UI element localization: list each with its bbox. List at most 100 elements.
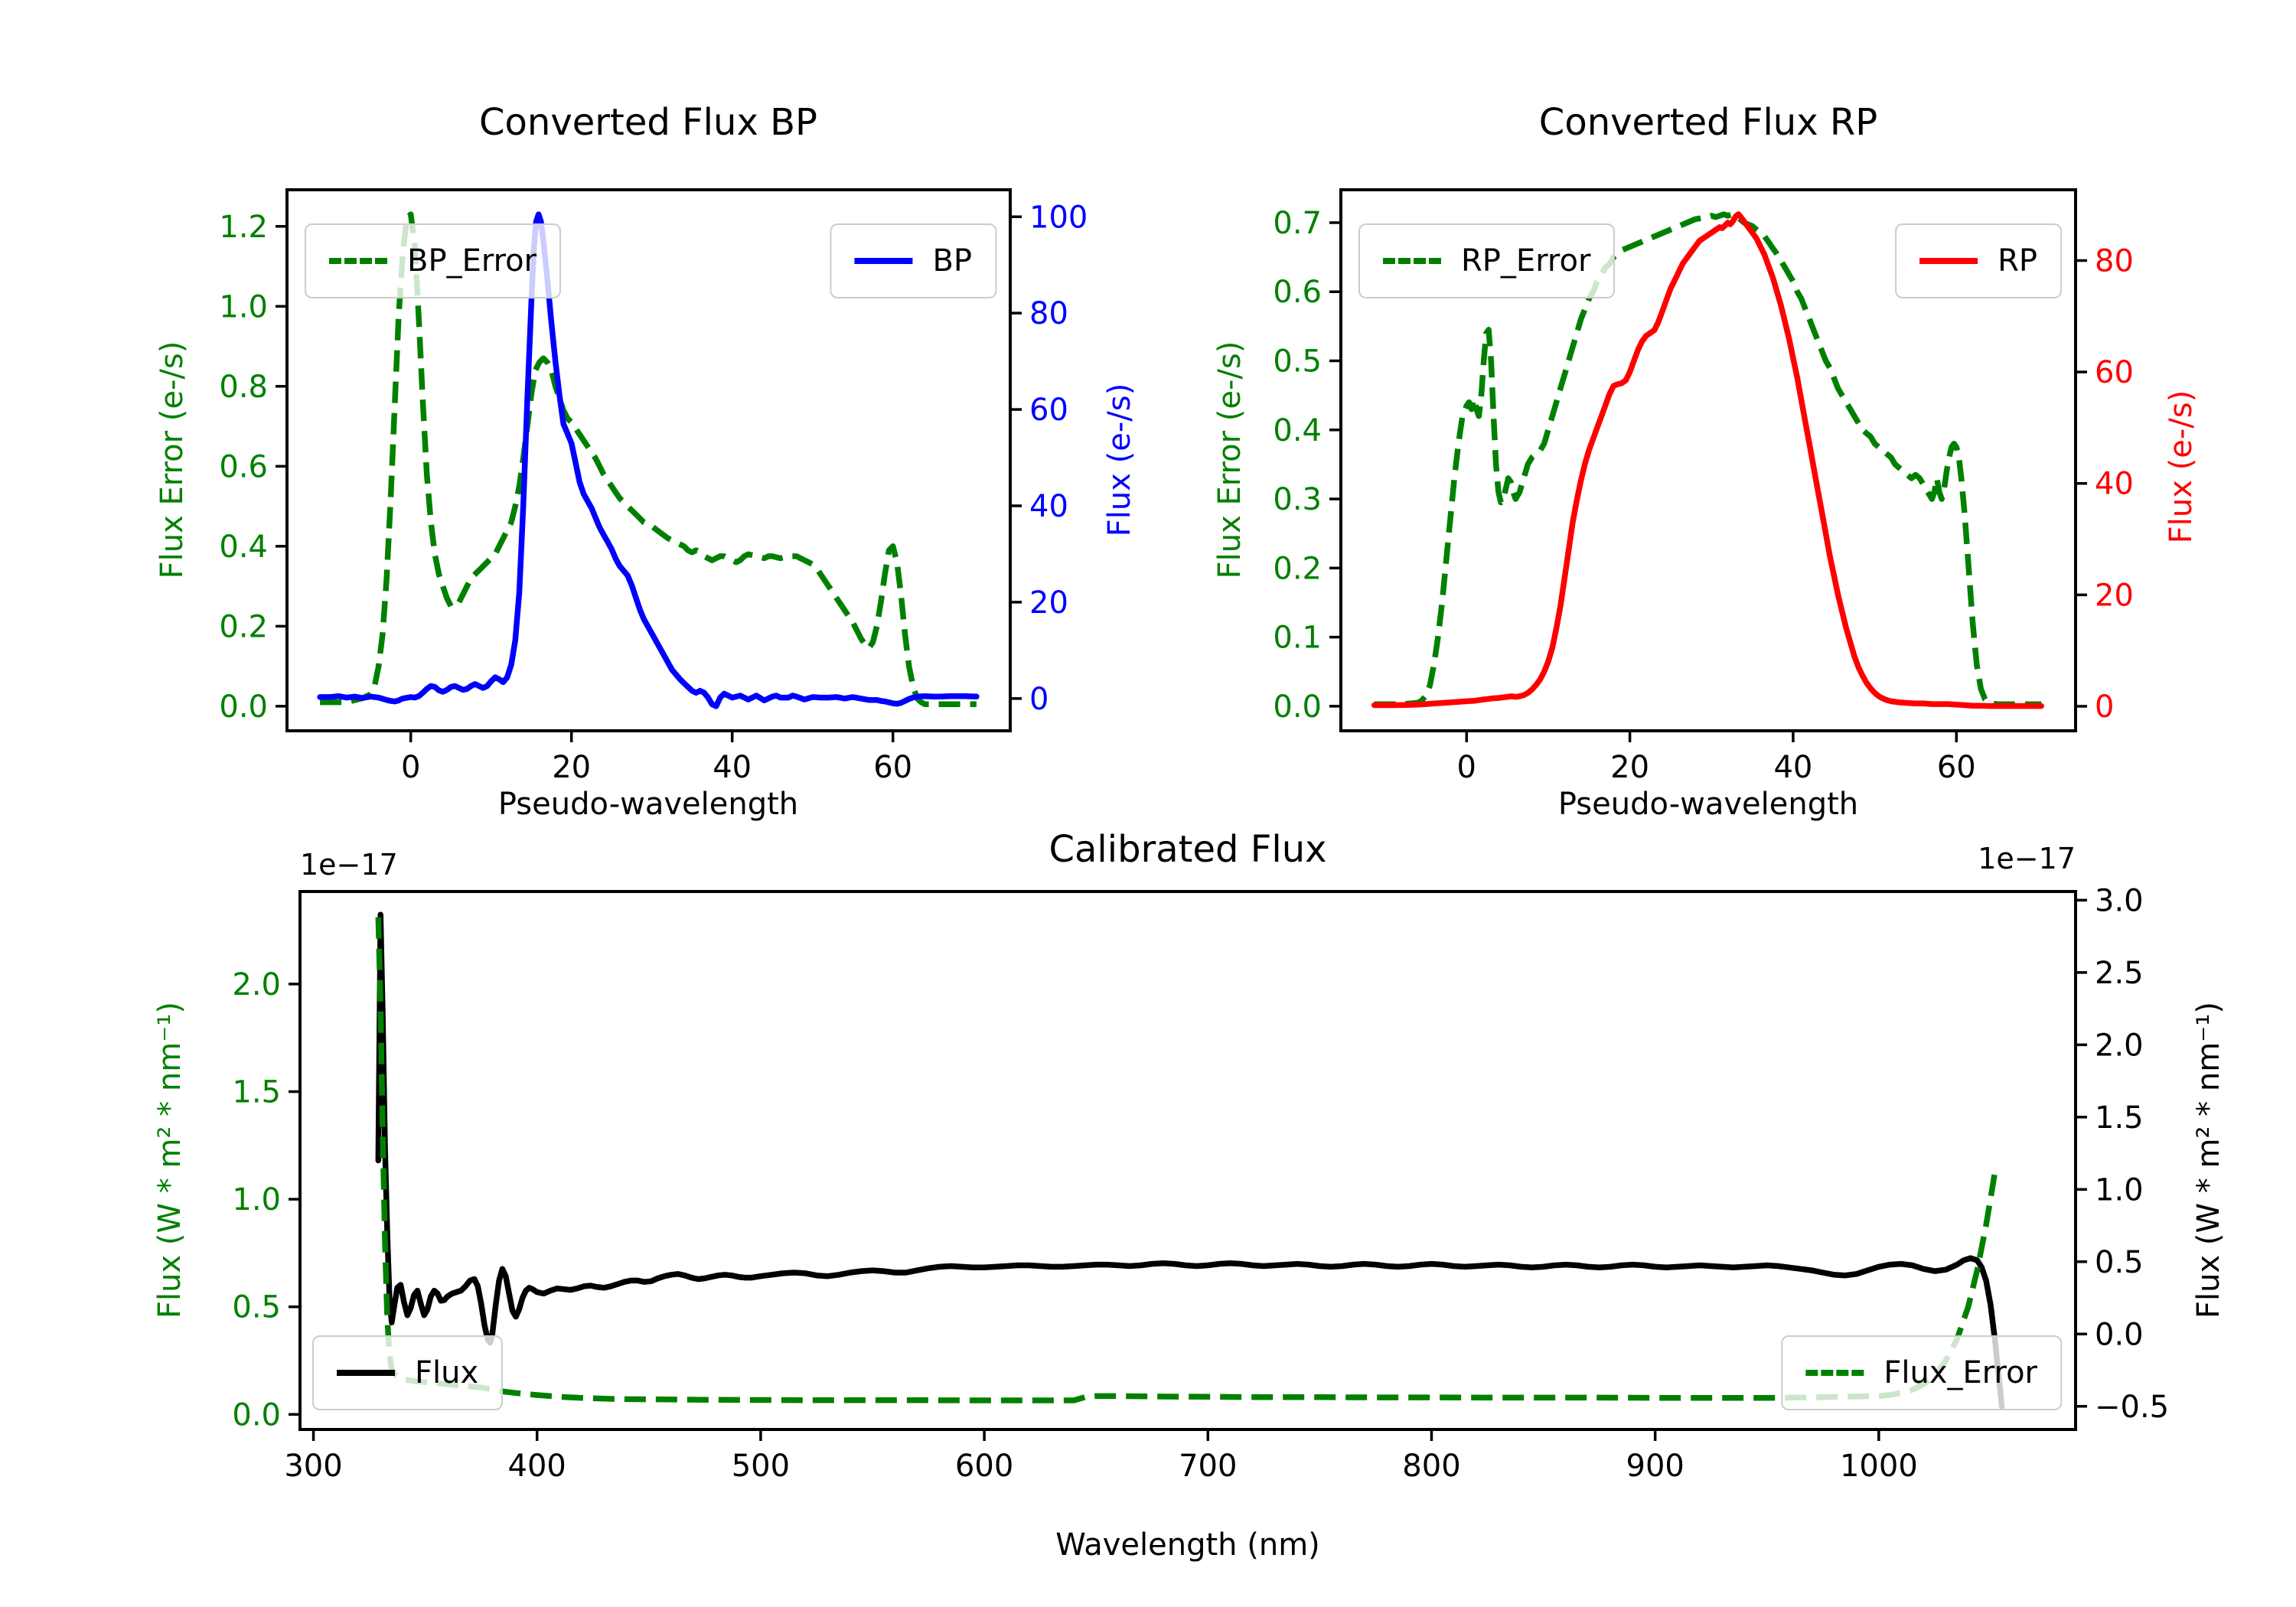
rp-xtick-label: 20: [1610, 750, 1649, 785]
bp-ytick-left-label: 0.0: [219, 689, 268, 725]
bp-ytick-right-label: 80: [1029, 296, 1068, 331]
calibrated-xaxis-label: Wavelength (nm): [1055, 1527, 1320, 1563]
calibrated-ytick-right-label: 2.5: [2095, 956, 2144, 991]
calibrated-ytick-left-label: 2.0: [232, 967, 281, 1002]
calibrated-xtick-label: 800: [1402, 1449, 1460, 1484]
calibrated-right-scale-offset: 1e−17: [1978, 842, 2076, 875]
bp-ytick-left-label: 0.4: [219, 530, 268, 565]
calibrated-ytick-left-label: 1.0: [232, 1182, 281, 1217]
bp-ytick-right-label: 0: [1029, 682, 1049, 717]
rp-ytick-left-label: 0.7: [1273, 206, 1322, 241]
bp-xtick-label: 0: [401, 750, 420, 785]
bp-series-group: [317, 211, 980, 709]
rp-ytick-right-label: 80: [2095, 243, 2134, 279]
calibrated-series-group: [375, 911, 2005, 1410]
bp-xtick-label: 40: [713, 750, 752, 785]
calibrated-ytick-right-label: 0.5: [2095, 1245, 2144, 1280]
bp-ytick-right-label: 100: [1029, 200, 1088, 235]
bp-ytick-right-label: 40: [1029, 489, 1068, 524]
calibrated-xtick-label: 600: [955, 1449, 1013, 1484]
bp-ytick-left-label: 1.0: [219, 289, 268, 324]
bp-series: [317, 211, 980, 709]
rp-ytick-left-label: 0.0: [1273, 689, 1322, 725]
bp-error-line-sample: [329, 258, 387, 264]
calibrated-yaxis-left-label: Flux (W * m² * nm⁻¹): [152, 1002, 188, 1319]
calibrated-ytick-right-label: 0.0: [2095, 1317, 2144, 1352]
bp-axes: 0 20 40 60 0.0 0.2 0.4 0.6 0.8 1.0 1.2 0 20 40 60 80 100: [219, 188, 1088, 785]
bp-ytick-left-label: 0.8: [219, 370, 268, 405]
bp-line-sample: [854, 258, 913, 264]
rp-error-line-sample: [1383, 258, 1441, 264]
rp-ytick-right-label: 40: [2095, 467, 2134, 502]
rp-line-sample: [1919, 258, 1978, 264]
calibrated-ytick-right-label: −0.5: [2095, 1390, 2169, 1425]
rp-plot-title: Converted Flux RP: [1538, 101, 1878, 144]
rp-ytick-right-label: 0: [2095, 689, 2114, 725]
legend-label: Flux_Error: [1883, 1355, 2037, 1390]
rp-error-series: [1374, 211, 2042, 707]
rp-series-group: [1371, 211, 2044, 709]
bp-ytick-left-label: 1.2: [219, 210, 268, 245]
legend-label: BP: [932, 243, 972, 279]
rp-plot-frame: [1339, 188, 2077, 732]
rp-yaxis-left-label: Flux Error (e-/s): [1212, 341, 1247, 579]
calibrated-xtick-label: 500: [732, 1449, 790, 1484]
calibrated-xtick-label: 300: [284, 1449, 342, 1484]
bp-ytick-left-label: 0.6: [219, 449, 268, 484]
bp-ytick-right-label: 20: [1029, 585, 1068, 621]
rp-ytick-left-label: 0.2: [1273, 551, 1322, 586]
rp-xtick-label: 0: [1457, 750, 1476, 785]
bp-yaxis-right-label: Flux (e-/s): [1102, 383, 1137, 537]
flux-series: [375, 911, 2005, 1410]
rp-ytick-right-label: 20: [2095, 578, 2134, 613]
calibrated-ytick-left-label: 1.5: [232, 1075, 281, 1110]
bp-xaxis-label: Pseudo-wavelength: [497, 787, 799, 822]
calibrated-ytick-right-label: 2.0: [2095, 1028, 2144, 1063]
legend-rp: RP: [1895, 223, 2062, 298]
legend-bp-error: BP_Error: [305, 223, 562, 298]
calibrated-ytick-right-label: 1.0: [2095, 1172, 2144, 1208]
calibrated-xtick-label: 1000: [1840, 1449, 1918, 1484]
bp-xtick-label: 60: [873, 750, 912, 785]
calibrated-yaxis-right-label: Flux (W * m² * nm⁻¹): [2191, 1002, 2226, 1319]
calibrated-left-scale-offset: 1e−17: [300, 848, 398, 882]
bp-yaxis-left-label: Flux Error (e-/s): [155, 341, 190, 579]
rp-ytick-left-label: 0.4: [1273, 413, 1322, 448]
legend-label: Flux: [415, 1355, 479, 1390]
calibrated-xtick-label: 700: [1179, 1449, 1237, 1484]
flux-line-sample: [337, 1370, 395, 1376]
calibrated-plot-title: Calibrated Flux: [1049, 828, 1327, 871]
rp-yaxis-right-label: Flux (e-/s): [2164, 390, 2199, 544]
rp-xtick-label: 40: [1773, 750, 1812, 785]
rp-ytick-left-label: 0.5: [1273, 344, 1322, 380]
legend-rp-error: RP_Error: [1358, 223, 1616, 298]
legend-label: BP_Error: [407, 243, 537, 279]
calibrated-xtick-label: 900: [1626, 1449, 1684, 1484]
calibrated-ytick-right-label: 1.5: [2095, 1100, 2144, 1136]
calibrated-ytick-right-label: 3.0: [2095, 883, 2144, 918]
calibrated-ytick-left-label: 0.5: [232, 1290, 281, 1325]
bp-ytick-left-label: 0.2: [219, 609, 268, 644]
bp-error-series: [320, 211, 977, 708]
rp-ytick-left-label: 0.3: [1273, 482, 1322, 517]
bp-plot-frame: [285, 188, 1012, 732]
legend-flux-error: Flux_Error: [1781, 1335, 2062, 1410]
calibrated-xtick-label: 400: [508, 1449, 566, 1484]
calibrated-ytick-left-label: 0.0: [232, 1397, 281, 1433]
bp-ytick-right-label: 60: [1029, 393, 1068, 428]
bp-xtick-label: 20: [552, 750, 591, 785]
rp-xtick-label: 60: [1937, 750, 1976, 785]
legend-flux: Flux: [312, 1335, 504, 1410]
calibrated-plot-frame: [298, 890, 2077, 1431]
flux-error-line-sample: [1805, 1370, 1864, 1376]
bp-plot-title: Converted Flux BP: [479, 101, 817, 144]
legend-label: RP: [1998, 243, 2037, 279]
rp-ytick-left-label: 0.1: [1273, 621, 1322, 656]
legend-label: RP_Error: [1461, 243, 1591, 279]
rp-axes: 0 20 40 60 0.0 0.1 0.2 0.3 0.4 0.5 0.6 0.7 0 20 40 60 80: [1273, 188, 2134, 785]
rp-series: [1371, 211, 2044, 709]
rp-xaxis-label: Pseudo-wavelength: [1557, 787, 1859, 822]
legend-bp: BP: [830, 223, 996, 298]
rp-ytick-right-label: 60: [2095, 355, 2134, 390]
